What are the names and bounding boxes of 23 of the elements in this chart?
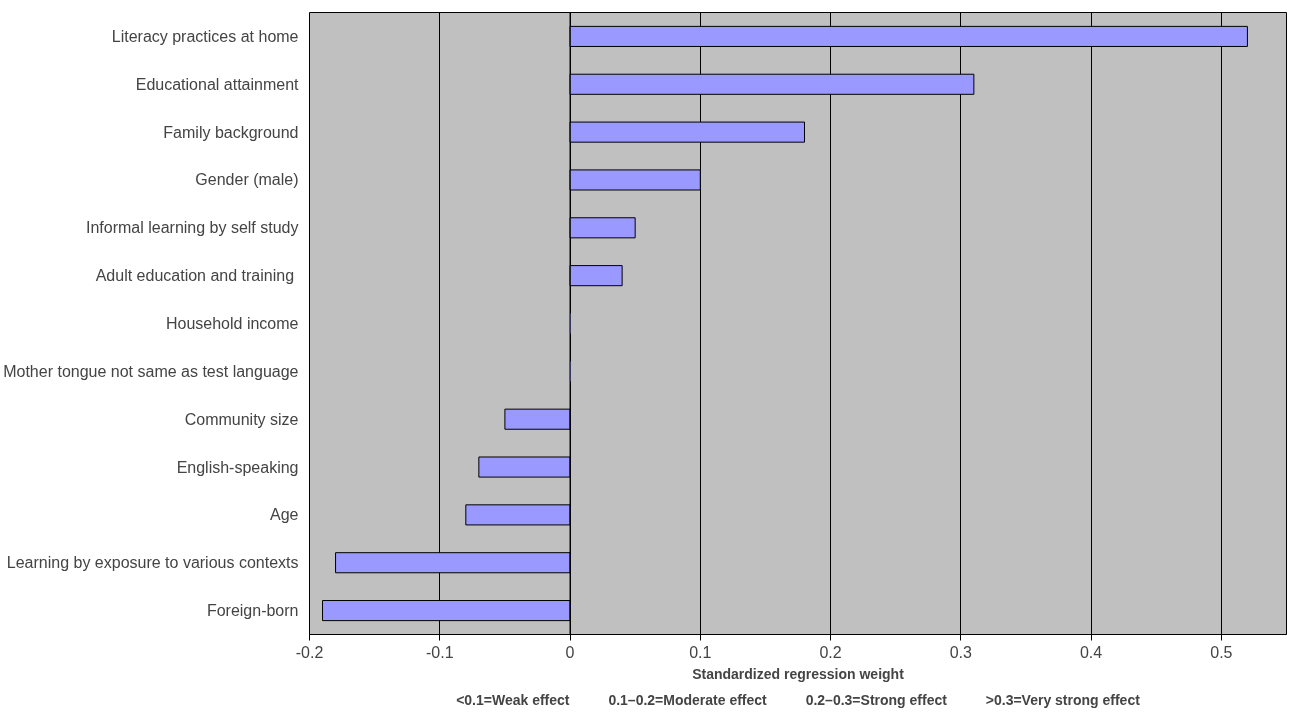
x-tick-label: 0.4	[1079, 643, 1103, 661]
x-axis-title: Standardized regression weight	[692, 665, 905, 682]
y-tick-label: Gender (male)	[195, 171, 299, 189]
x-tick-label: 0.1	[689, 643, 712, 661]
y-tick-label: English-speaking	[176, 458, 299, 476]
y-tick-label: Age	[270, 506, 299, 524]
y-tick-label: Community size	[184, 410, 299, 428]
x-tick-label: 0.3	[949, 643, 973, 661]
y-tick-label: Literacy practices at home	[111, 27, 299, 45]
y-tick-label: Household income	[165, 315, 299, 332]
x-tick-label: -0.2	[295, 643, 324, 661]
y-tick-label: Family background	[163, 123, 299, 141]
y-tick-label: Mother tongue not same as test language	[3, 362, 299, 380]
y-tick-label: Educational attainment	[135, 75, 300, 93]
x-tick-label: 0.5	[1210, 643, 1233, 661]
y-tick-label: Informal learning by self study	[85, 219, 299, 237]
y-tick-label: Adult education and training	[95, 267, 295, 285]
y-tick-label: Foreign-born	[206, 602, 299, 620]
x-tick-label: -0.1	[425, 643, 454, 661]
text: <0.1=Weak effect 0.1–0.2=Moderate effect 0.2–0.3=Strong effect >0.3=Very strong effect	[456, 691, 1140, 708]
x-tick-label: 0.2	[819, 643, 842, 661]
y-tick-label: Learning by exposure to various contexts	[6, 554, 299, 572]
x-tick-label: 0	[565, 643, 575, 661]
